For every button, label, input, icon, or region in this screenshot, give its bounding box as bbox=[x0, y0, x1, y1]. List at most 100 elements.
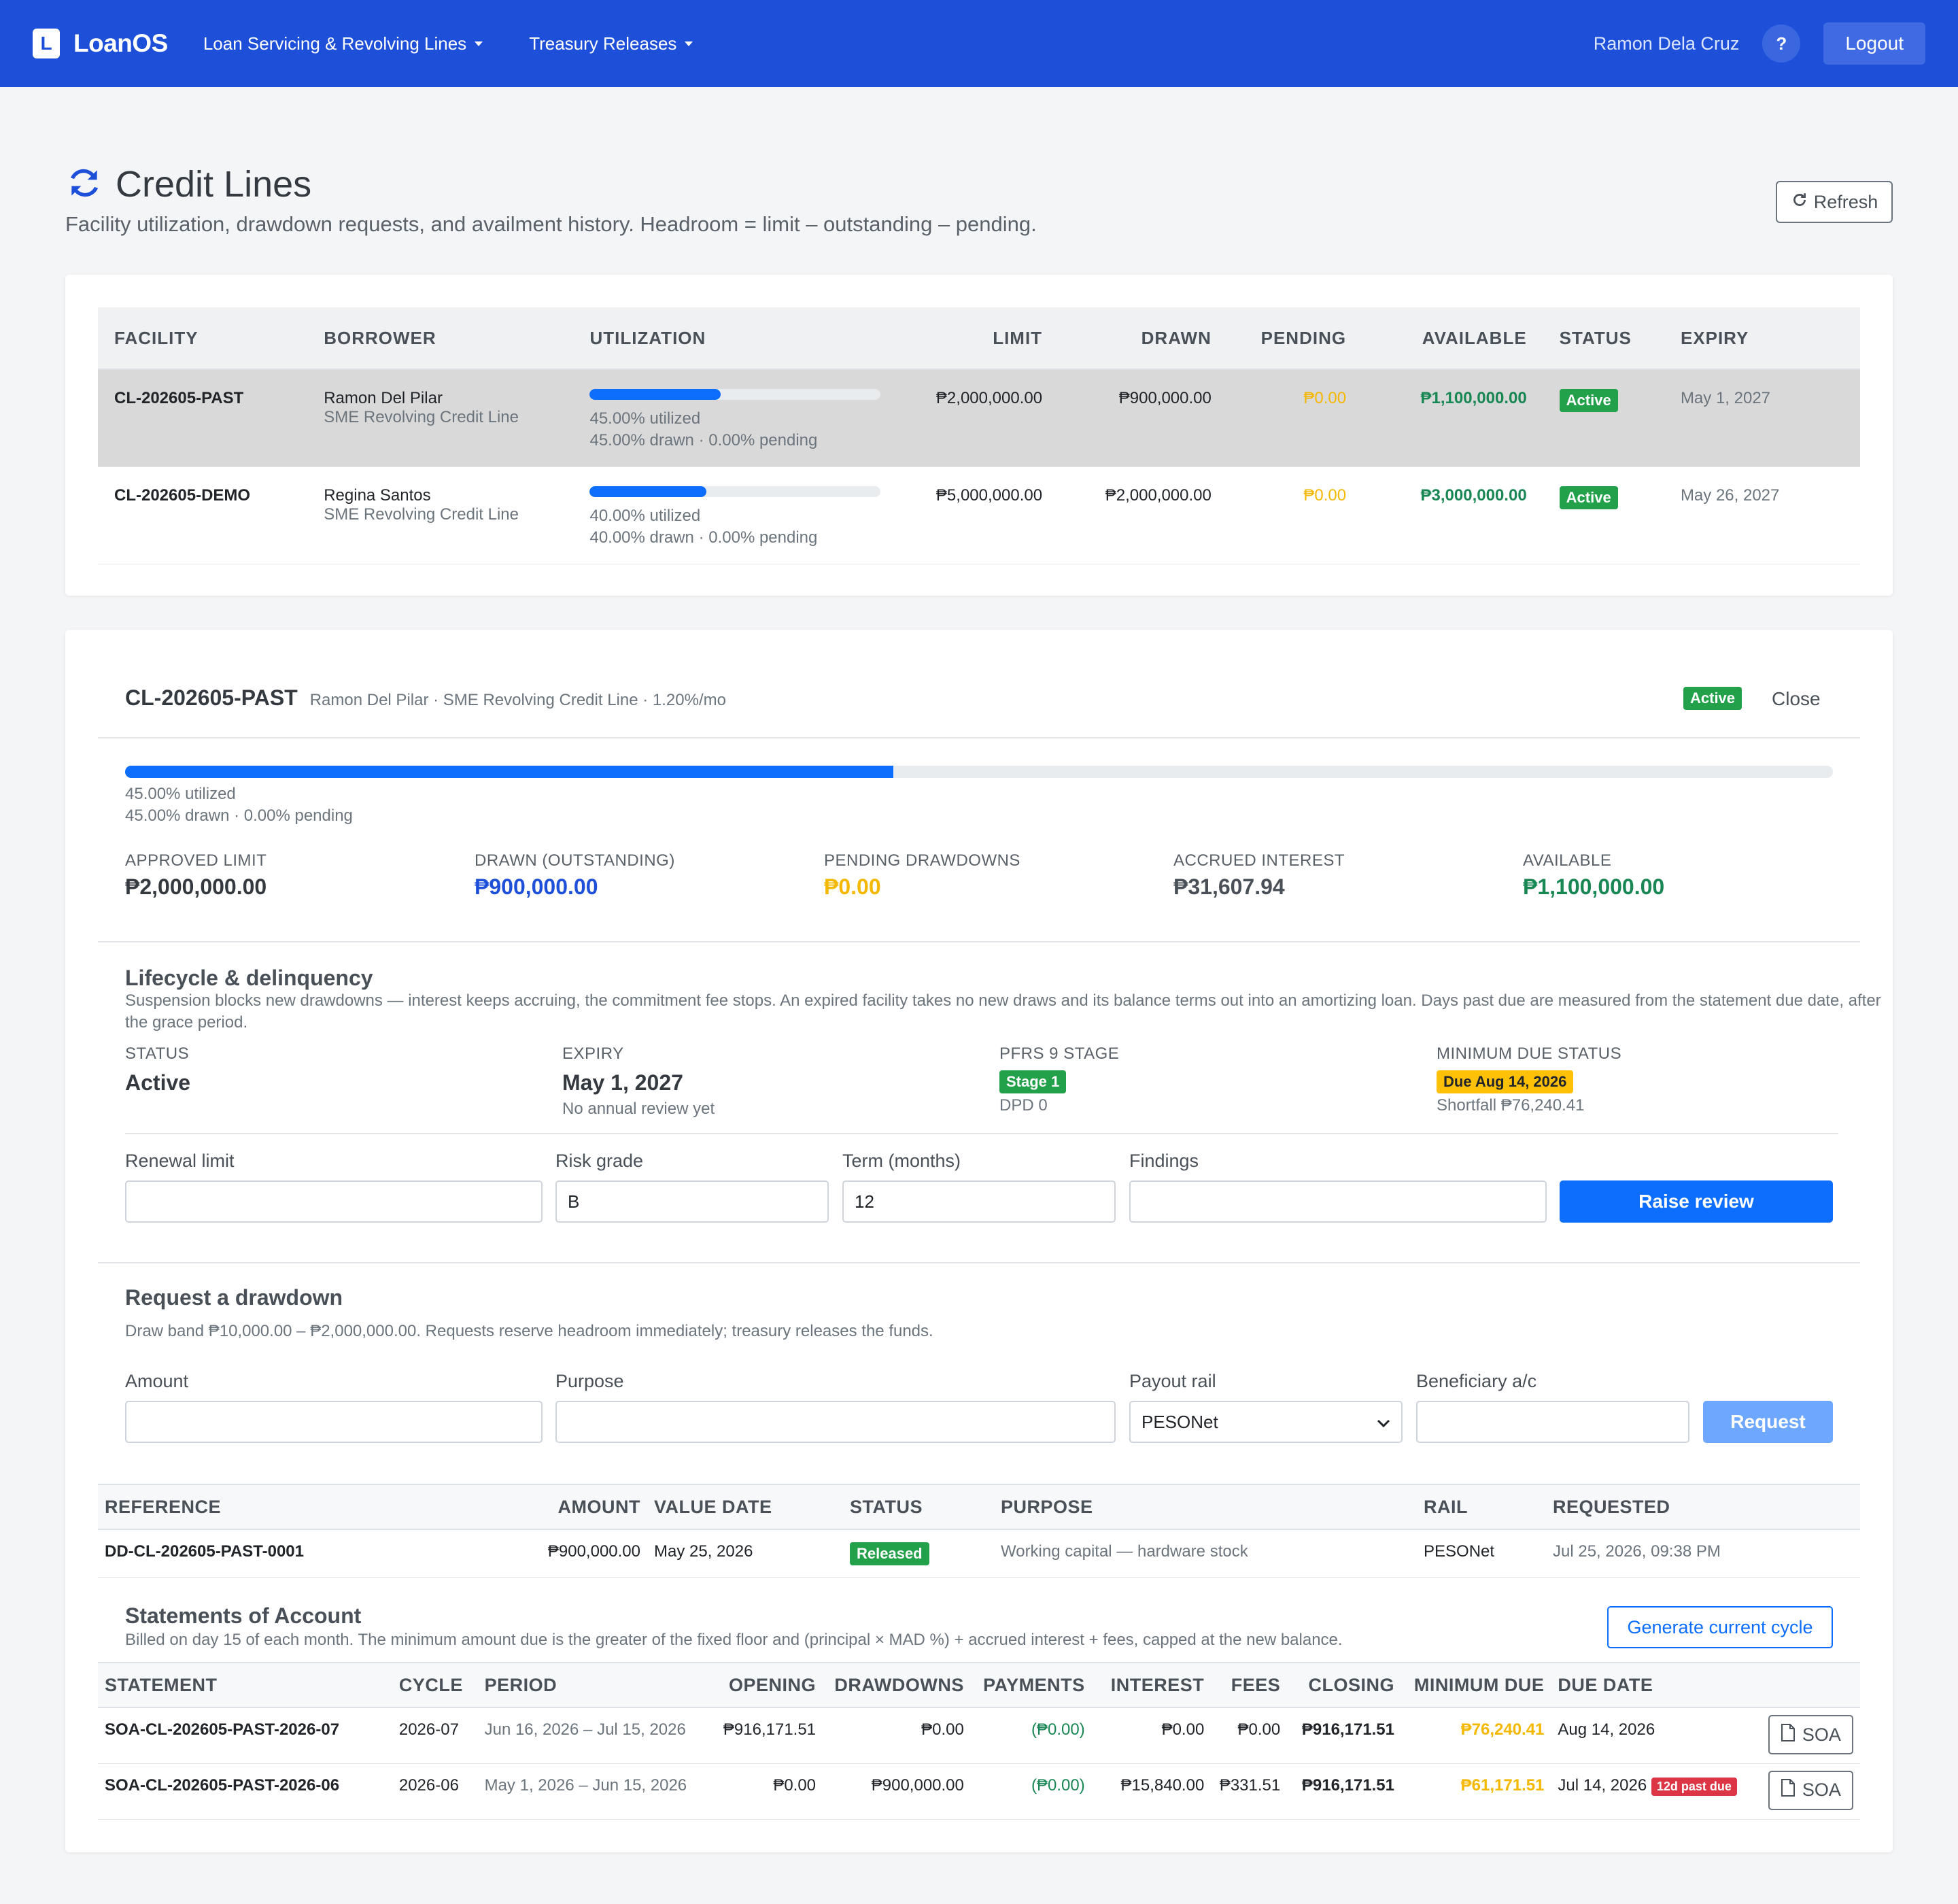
detail-utilization-bar bbox=[125, 766, 1833, 778]
column-header: UTILIZATION bbox=[573, 307, 897, 370]
drawdown-rail: PESONet bbox=[1417, 1529, 1546, 1578]
download-soa-button[interactable]: SOA bbox=[1768, 1770, 1853, 1810]
beneficiary-label: Beneficiary a/c bbox=[1416, 1371, 1537, 1391]
nav-menu-treasury-releases[interactable]: Treasury Releases bbox=[529, 33, 693, 54]
help-button[interactable]: ? bbox=[1762, 24, 1801, 63]
facility-row[interactable]: CL-202605-DEMO Regina Santos SME Revolvin… bbox=[98, 466, 1860, 564]
lifecycle-min-due-note: Shortfall ₱76,240.41 bbox=[1437, 1096, 1585, 1115]
lifecycle-stage: PFRS 9 STAGE Stage 1 DPD 0 bbox=[999, 1044, 1119, 1117]
download-soa-button[interactable]: SOA bbox=[1768, 1715, 1853, 1754]
payout-rail-select[interactable]: PESONet bbox=[1129, 1401, 1403, 1443]
logout-button[interactable]: Logout bbox=[1823, 22, 1925, 65]
statement-closing: ₱916,171.51 bbox=[1287, 1763, 1401, 1820]
request-button[interactable]: Request bbox=[1703, 1401, 1833, 1443]
term-months-label: Term (months) bbox=[842, 1151, 961, 1171]
utilization-bar-fill bbox=[589, 389, 721, 400]
amount-input[interactable] bbox=[125, 1401, 543, 1443]
borrower-name: Ramon Del Pilar bbox=[324, 389, 443, 407]
divider bbox=[125, 1133, 1838, 1134]
column-header: AMOUNT bbox=[526, 1484, 647, 1530]
term-months-input[interactable]: 12 bbox=[842, 1180, 1116, 1223]
nav-right: Ramon Dela Cruz ? Logout bbox=[1594, 22, 1925, 65]
page-title: Credit Lines bbox=[116, 164, 312, 205]
findings-label: Findings bbox=[1129, 1151, 1199, 1171]
table-row: SOA-CL-202605-PAST-2026-06 2026-06 May 1… bbox=[98, 1763, 1860, 1820]
chevron-down-icon bbox=[1377, 1412, 1390, 1433]
nav-menu-label: Loan Servicing & Revolving Lines bbox=[203, 33, 467, 54]
detail-utilization-text: 45.00% utilized bbox=[125, 785, 236, 803]
brand-logo-icon: L bbox=[33, 29, 60, 58]
divider bbox=[98, 737, 1860, 738]
facility-detail-card: CL-202605-PAST Ramon Del Pilar · SME Rev… bbox=[65, 630, 1893, 1852]
lifecycle-stage-note: DPD 0 bbox=[999, 1096, 1048, 1115]
utilization-bar bbox=[589, 389, 881, 400]
stage-badge: Stage 1 bbox=[999, 1070, 1067, 1093]
metric-value: ₱31,607.94 bbox=[1173, 874, 1285, 899]
metric-label: ACCRUED INTEREST bbox=[1173, 851, 1345, 870]
table-header-row: REFERENCE AMOUNT VALUE DATE STATUS PURPO… bbox=[98, 1484, 1860, 1530]
column-header: DRAWDOWNS bbox=[823, 1662, 971, 1708]
available-cell: ₱3,000,000.00 bbox=[1362, 466, 1543, 564]
lifecycle-expiry: EXPIRY May 1, 2027 No annual review yet bbox=[562, 1044, 715, 1120]
column-header: OPENING bbox=[716, 1662, 823, 1708]
detail-facility-id: CL-202605-PAST bbox=[125, 685, 298, 710]
past-due-badge: 12d past due bbox=[1651, 1777, 1737, 1796]
lifecycle-title: Lifecycle & delinquency bbox=[125, 966, 373, 990]
column-header: LIMIT bbox=[897, 307, 1059, 370]
table-row: DD-CL-202605-PAST-0001 ₱900,000.00 May 2… bbox=[98, 1529, 1860, 1578]
statement-min-due: ₱61,171.51 bbox=[1401, 1763, 1551, 1820]
drawdown-amount: ₱900,000.00 bbox=[526, 1529, 647, 1578]
column-header: CLOSING bbox=[1287, 1662, 1401, 1708]
facilities-card: FACILITY BORROWER UTILIZATION LIMIT DRAW… bbox=[65, 275, 1893, 596]
user-name: Ramon Dela Cruz bbox=[1593, 33, 1740, 54]
soa-label: SOA bbox=[1802, 1724, 1841, 1745]
beneficiary-input[interactable] bbox=[1416, 1401, 1689, 1443]
caret-down-icon bbox=[475, 41, 483, 46]
lifecycle-status-value: Active bbox=[125, 1070, 191, 1095]
detail-meta: Ramon Del Pilar · SME Revolving Credit L… bbox=[309, 691, 726, 709]
lifecycle-status: STATUS Active bbox=[125, 1044, 190, 1095]
divider bbox=[98, 941, 1860, 942]
refresh-icon bbox=[1791, 191, 1808, 214]
lifecycle-stage-label: PFRS 9 STAGE bbox=[999, 1044, 1120, 1063]
raise-review-button[interactable]: Raise review bbox=[1560, 1180, 1833, 1223]
findings-input[interactable] bbox=[1129, 1180, 1547, 1223]
column-header bbox=[1761, 1662, 1860, 1708]
top-navbar: L LoanOS Loan Servicing & Revolving Line… bbox=[0, 0, 1958, 87]
statement-opening: ₱916,171.51 bbox=[716, 1707, 823, 1764]
risk-grade-label: Risk grade bbox=[555, 1151, 644, 1171]
limit-cell: ₱5,000,000.00 bbox=[897, 466, 1059, 564]
statement-interest: ₱0.00 bbox=[1091, 1707, 1212, 1764]
facility-row[interactable]: CL-202605-PAST Ramon Del Pilar SME Revolv… bbox=[98, 369, 1860, 467]
refresh-button[interactable]: Refresh bbox=[1776, 181, 1893, 223]
risk-grade-input[interactable]: B bbox=[555, 1180, 829, 1223]
column-header: AVAILABLE bbox=[1362, 307, 1543, 370]
close-button[interactable]: Close bbox=[1772, 688, 1821, 709]
metric-accrued-interest: ACCRUED INTEREST ₱31,607.94 bbox=[1173, 851, 1345, 900]
purpose-input[interactable] bbox=[555, 1401, 1116, 1443]
detail-status-badge: Active bbox=[1683, 687, 1742, 710]
pdf-file-icon bbox=[1781, 1778, 1796, 1802]
nav-menu-loan-servicing[interactable]: Loan Servicing & Revolving Lines bbox=[203, 33, 483, 54]
facilities-table: FACILITY BORROWER UTILIZATION LIMIT DRAW… bbox=[98, 307, 1860, 564]
metric-label: PENDING DRAWDOWNS bbox=[824, 851, 1020, 870]
column-header: RAIL bbox=[1417, 1484, 1546, 1530]
utilization-bar bbox=[589, 486, 881, 497]
soa-label: SOA bbox=[1802, 1780, 1841, 1800]
statement-due-date: Aug 14, 2026 bbox=[1551, 1707, 1762, 1764]
facility-id: CL-202605-PAST bbox=[114, 389, 244, 407]
page-header: Credit Lines bbox=[65, 163, 311, 205]
column-header: STATUS bbox=[843, 1484, 994, 1530]
statement-due-date: Jul 14, 2026 12d past due bbox=[1551, 1763, 1762, 1820]
brand[interactable]: L LoanOS bbox=[33, 29, 168, 58]
renewal-limit-input[interactable] bbox=[125, 1180, 543, 1223]
lifecycle-description: Suspension blocks new drawdowns — intere… bbox=[125, 991, 1881, 1032]
statement-payments: (₱0.00) bbox=[970, 1763, 1092, 1820]
page-subtitle: Facility utilization, drawdown requests,… bbox=[65, 212, 1037, 236]
sync-icon bbox=[65, 164, 103, 205]
column-header: MINIMUM DUE bbox=[1401, 1662, 1551, 1708]
column-header: PENDING bbox=[1227, 307, 1363, 370]
generate-cycle-button[interactable]: Generate current cycle bbox=[1607, 1606, 1833, 1648]
utilization-text: 40.00% utilized bbox=[589, 507, 701, 525]
drawdowns-table: REFERENCE AMOUNT VALUE DATE STATUS PURPO… bbox=[98, 1484, 1860, 1578]
